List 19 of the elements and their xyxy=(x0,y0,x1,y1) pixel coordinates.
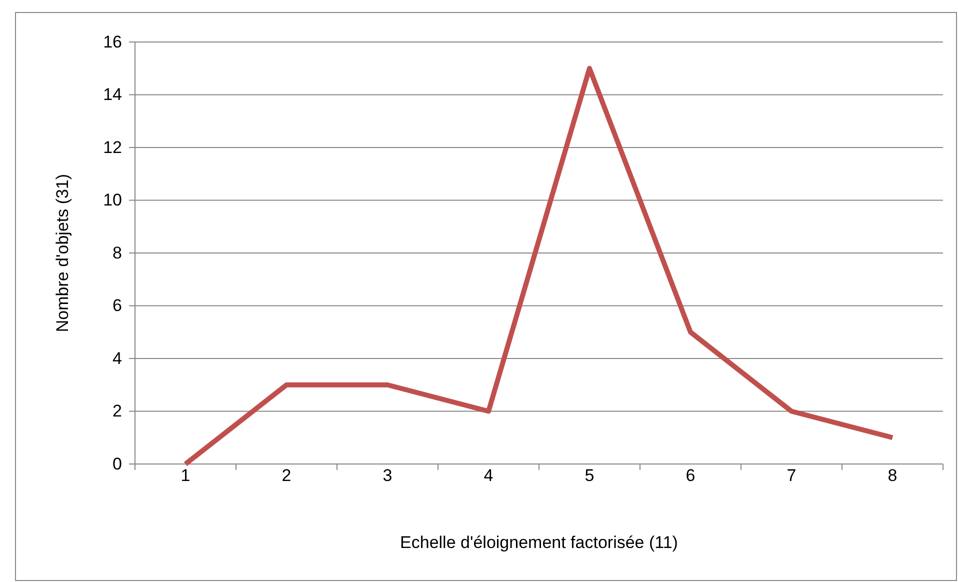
y-tick-label: 14 xyxy=(103,85,122,104)
y-tick-label: 4 xyxy=(112,348,122,368)
y-tick-label: 0 xyxy=(112,454,122,474)
y-tick-label: 8 xyxy=(112,243,122,262)
y-tick-label: 16 xyxy=(103,32,122,52)
y-tick-label: 2 xyxy=(112,402,122,421)
x-tick-label: 3 xyxy=(382,466,392,485)
y-tick-label: 10 xyxy=(103,190,122,210)
x-tick-label: 8 xyxy=(888,466,898,485)
x-axis-title: Echelle d'éloignement factorisée (11) xyxy=(400,533,678,552)
x-tick-label: 5 xyxy=(584,466,594,485)
x-tick-label: 7 xyxy=(786,466,796,485)
y-axis-title: Nombre d'objets (31) xyxy=(53,174,72,332)
y-tick-label: 12 xyxy=(103,138,122,157)
x-tick-label: 1 xyxy=(180,466,190,485)
y-tick-label: 6 xyxy=(112,296,122,316)
x-tick-label: 2 xyxy=(282,466,292,485)
x-tick-label: 6 xyxy=(686,466,696,485)
x-tick-label: 4 xyxy=(484,466,494,485)
